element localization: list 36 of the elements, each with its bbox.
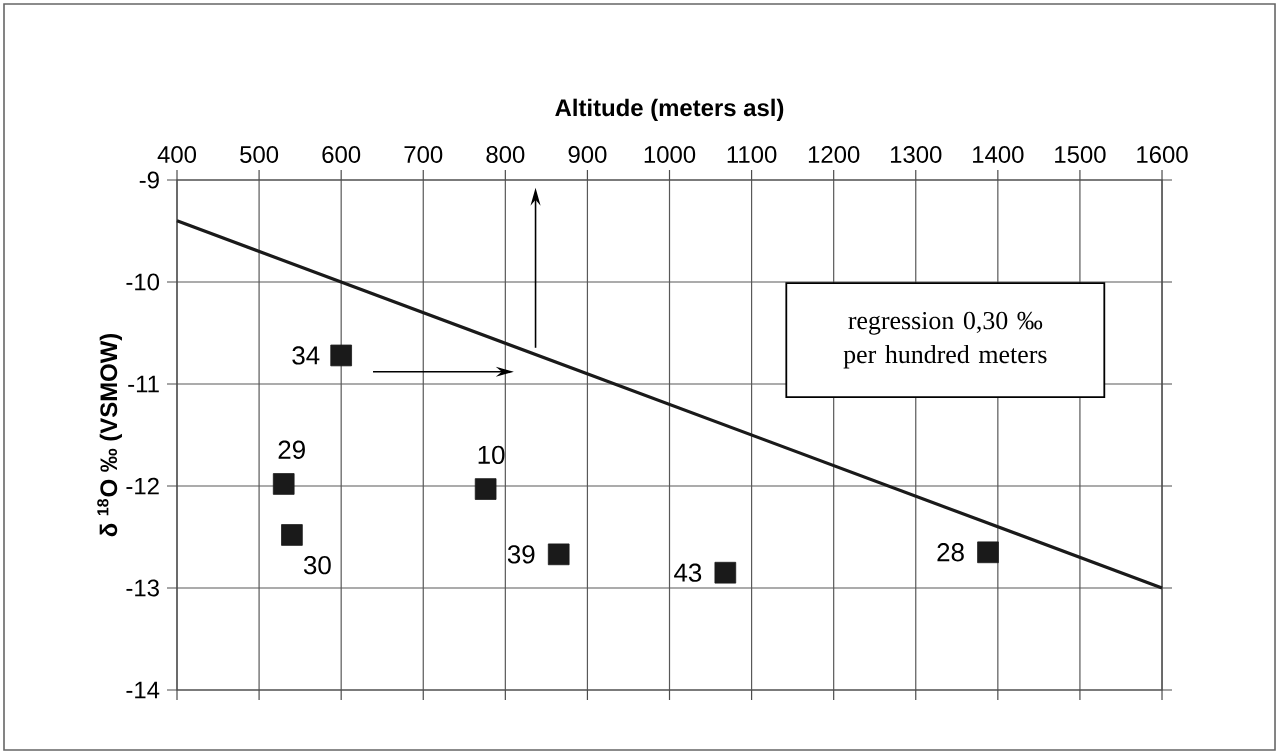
annotation: 28: [937, 543, 964, 562]
y-tick-label: -13: [126, 579, 159, 597]
point: [330, 344, 352, 367]
annotation: 39: [507, 545, 535, 564]
y-tick-label: -9: [139, 171, 159, 189]
x-tick-label: 900: [568, 146, 607, 163]
annotation: 29: [278, 440, 305, 459]
annotation: regression 0,30 ‰ per hundred meters: [843, 311, 1047, 369]
y-axis-title: δ $^{18}$O ‰ (VSMOW): [97, 333, 122, 537]
annotation: 43: [674, 563, 702, 582]
x-axis-title: Altitude (meters asl): [555, 98, 784, 121]
point: [714, 561, 737, 584]
x-tick-label: 600: [322, 146, 361, 163]
point: [977, 541, 999, 564]
x-tick-label: 500: [240, 146, 279, 163]
y-tick-label: -10: [126, 273, 160, 291]
annotation: 34: [292, 346, 320, 365]
point: [281, 524, 303, 546]
x-tick-label: 700: [404, 146, 443, 163]
x-tick-label: 1500: [1055, 146, 1106, 163]
point: [547, 543, 570, 566]
point: [272, 473, 295, 495]
x-tick-label: 1600: [1137, 146, 1188, 163]
y-tick-label: -14: [126, 681, 160, 699]
annotation: 10: [478, 445, 505, 465]
x-tick-label: 400: [157, 146, 197, 163]
x-tick-label: 1400: [973, 146, 1024, 163]
y-tick-label: -12: [126, 477, 159, 495]
x-tick-label: 1200: [808, 146, 860, 163]
annotation: 30: [303, 555, 331, 575]
x-tick-label: 1300: [890, 146, 942, 163]
y-tick-label: -11: [128, 375, 159, 393]
x-tick-label: 1000: [644, 146, 696, 163]
point: [474, 478, 497, 500]
x-tick-label: 800: [486, 146, 525, 163]
x-tick-label: 1100: [727, 146, 777, 163]
